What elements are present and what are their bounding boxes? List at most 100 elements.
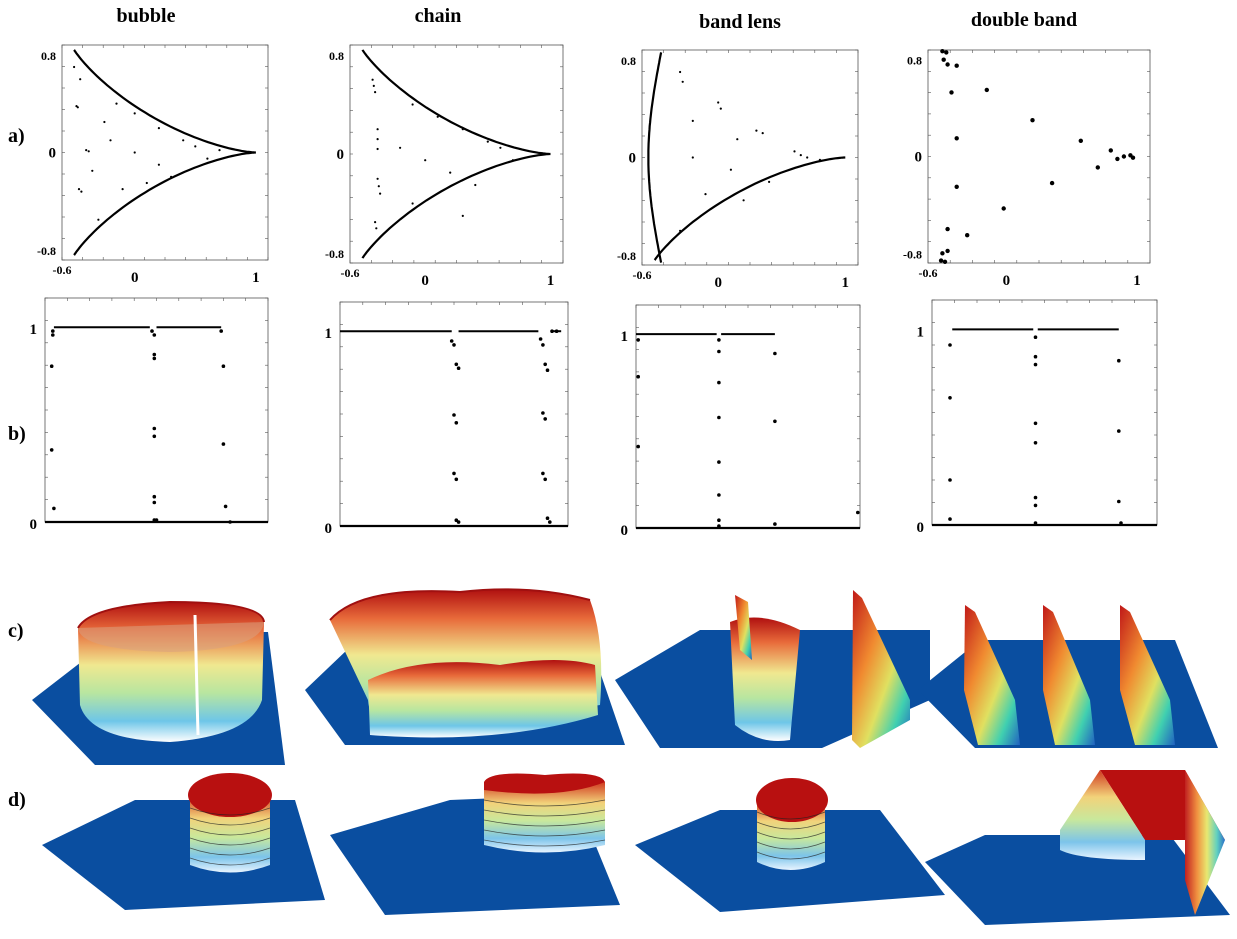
data-point [948,396,952,400]
column-title-double-band: double band [971,9,1077,31]
x-tick-label: 1 [842,275,850,291]
data-point [945,248,950,254]
data-point [1117,358,1121,363]
data-point [436,115,439,118]
x-tick-label: -0.6 [53,263,72,277]
row-label-a: a) [8,125,25,147]
data-point [511,159,514,162]
data-point [793,150,796,153]
panel-b-band-lens: 10 [621,304,861,539]
data-point [228,520,232,524]
data-point [742,199,745,202]
data-point [941,57,946,62]
y-tick-label: -0.8 [903,247,922,261]
x-tick-label: 1 [547,273,555,289]
data-point [719,107,722,110]
data-point [543,477,547,482]
data-point [374,221,377,224]
panel-frame [635,304,861,529]
data-point [954,136,959,141]
data-point [371,78,374,81]
x-tick-label: 1 [1133,273,1141,289]
data-point [109,139,112,142]
data-point [152,356,157,361]
data-point [948,343,952,347]
data-point [679,70,682,74]
data-point [79,78,82,81]
x-tick-label: -0.6 [341,266,360,280]
row-d-surfaces [42,770,1230,925]
x-tick-label: 0 [714,275,722,291]
panel-frame [349,44,564,264]
data-point [461,128,464,131]
data-point [49,448,54,452]
data-point [87,150,90,153]
data-point [97,218,100,221]
data-point [717,518,721,522]
data-point [411,103,414,106]
surface-d-band-lens [635,778,945,912]
y-tick-label: 0 [30,517,38,533]
surface-c-bubble [32,600,285,765]
data-point [945,226,950,232]
data-point [375,227,378,230]
data-point [940,49,945,54]
data-point [550,329,554,334]
data-point [452,413,456,417]
data-point [376,147,379,151]
data-point [152,333,157,337]
data-point [157,163,160,166]
row-a-deltoid-panels: 0.8 0 -0.8 -0.6 0 1 0.8 0 -0.8 -0.6 0 1 0.8 0 -0.8 -0.6… [37,44,1151,291]
panel-a-chain: 0.8 0 -0.8 -0.6 0 1 [325,44,564,289]
row-label-c: c) [8,620,24,642]
panel-a-bubble: 0.8 0 -0.8 -0.6 0 1 [37,44,269,286]
data-point [152,352,157,357]
y-tick-label: 0.8 [329,49,344,63]
data-point [49,364,54,369]
data-point [379,192,382,195]
data-point [76,106,79,109]
data-point [1001,206,1006,211]
data-point [372,84,375,87]
surface-c-double-band [918,605,1218,748]
x-tick-label: 0 [421,273,429,289]
data-point [679,229,682,232]
data-point [157,127,160,130]
data-point [717,101,720,104]
data-point [773,351,777,356]
data-point [1117,429,1121,433]
data-point [940,251,945,256]
row-label-b: b) [8,423,26,445]
data-point [949,90,954,95]
data-point [984,87,989,93]
panel-b-double-band: 10 [917,299,1158,536]
y-tick-label: 0 [49,146,57,162]
data-point [206,157,209,160]
data-point [103,120,106,124]
data-point [154,518,159,522]
data-point [80,190,83,193]
panel-a-double-band: 0.8 0 -0.8 -0.6 0 1 [903,49,1151,289]
data-point [454,362,459,367]
data-point [374,91,377,94]
data-point [755,129,758,132]
data-point [806,156,809,159]
data-point [51,333,55,337]
y-tick-label: 1 [621,329,629,345]
y-tick-label: 0 [621,523,629,539]
surface-c-band-lens [615,590,930,748]
y-tick-label: 0.8 [621,54,636,68]
column-title-chain: chain [415,5,462,27]
data-point [218,149,221,152]
data-point [856,510,860,515]
data-point [454,477,459,482]
data-point [681,80,684,83]
data-point [221,364,226,369]
row-c-surfaces [32,588,1218,765]
data-point [736,138,739,141]
deltoid-curve [361,49,551,259]
data-point [554,329,559,334]
data-point [761,132,764,135]
data-point [538,337,543,341]
